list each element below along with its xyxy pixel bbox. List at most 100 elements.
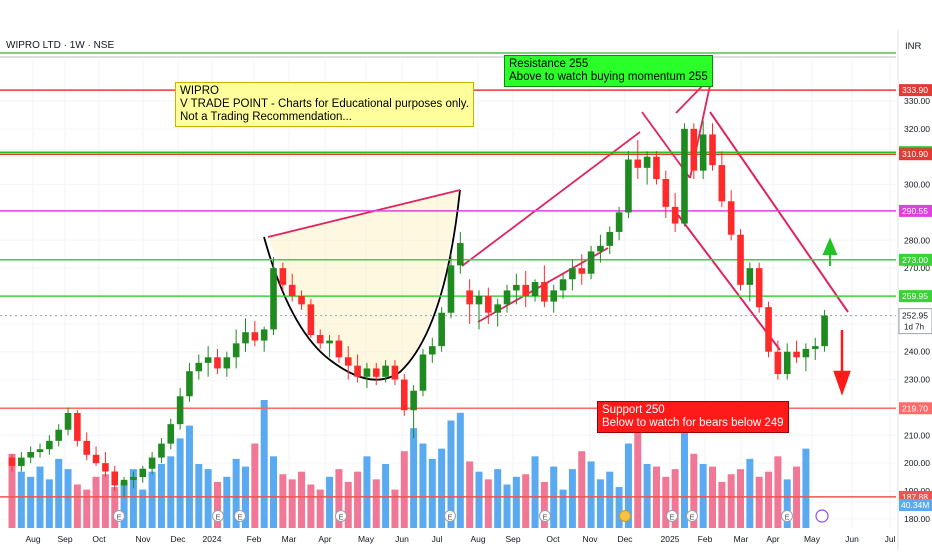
candle-body bbox=[363, 368, 371, 377]
volume-bar bbox=[148, 471, 156, 528]
candle-body bbox=[625, 159, 632, 213]
volume-bar bbox=[73, 484, 81, 528]
candle-body bbox=[522, 284, 529, 296]
volume-bar bbox=[223, 476, 231, 528]
candle-body bbox=[102, 463, 109, 472]
candle-body bbox=[8, 457, 16, 466]
candle-body bbox=[765, 307, 772, 352]
up-arrow-icon bbox=[822, 237, 838, 266]
candle-body bbox=[653, 156, 660, 179]
x-tick-label: Apr bbox=[766, 534, 779, 544]
x-tick-label: Mar bbox=[734, 534, 749, 544]
candle-body bbox=[774, 351, 782, 374]
dividend-marker-icon bbox=[619, 510, 631, 522]
candle-body bbox=[111, 471, 119, 486]
volume-bar bbox=[204, 469, 212, 528]
candle-body bbox=[120, 479, 128, 486]
x-tick-label: Jun bbox=[845, 534, 859, 544]
falling-channel-lower bbox=[677, 214, 781, 351]
volume-bar bbox=[615, 487, 623, 528]
volume-bar bbox=[27, 476, 35, 528]
candle-body bbox=[662, 179, 670, 207]
volume-bar bbox=[624, 443, 632, 528]
earnings-marker-icon bbox=[666, 510, 678, 522]
candle-body bbox=[709, 134, 716, 166]
chart-header: WIPRO LTD · 1W · NSE bbox=[6, 40, 115, 51]
candle-body bbox=[176, 396, 184, 425]
volume-bar bbox=[783, 479, 791, 528]
earnings-marker-letter: E bbox=[215, 513, 220, 522]
candle-body bbox=[130, 477, 137, 480]
volume-bar bbox=[92, 476, 100, 528]
candle-body bbox=[569, 268, 576, 280]
volume-bar bbox=[503, 484, 511, 528]
volume-bar bbox=[484, 479, 492, 528]
candle-body bbox=[746, 268, 754, 285]
volume-bar bbox=[17, 471, 25, 528]
candle-body bbox=[74, 413, 81, 441]
volume-bar bbox=[755, 476, 763, 528]
earnings-marker-letter: E bbox=[338, 513, 343, 522]
volume-bar bbox=[45, 479, 53, 528]
y-tick-label: 280.00 bbox=[904, 235, 930, 245]
earnings-marker-icon bbox=[539, 510, 551, 522]
volume-bar bbox=[288, 479, 296, 528]
level-price-label: 259.95 bbox=[902, 291, 928, 301]
volume-bar bbox=[596, 479, 604, 528]
earnings-marker-icon bbox=[686, 510, 698, 522]
volume-bar bbox=[139, 489, 147, 528]
candle-body bbox=[681, 128, 688, 224]
volume-bar bbox=[428, 458, 436, 528]
candle-body bbox=[260, 329, 268, 341]
x-tick-label: Mar bbox=[282, 534, 297, 544]
volume-bar bbox=[363, 456, 371, 528]
x-tick-label: May bbox=[358, 534, 375, 544]
level-price-badge bbox=[899, 290, 932, 303]
upcoming-event-icon bbox=[815, 509, 829, 523]
support-line: Below to watch for bears below 249 bbox=[602, 417, 784, 429]
candle-body bbox=[634, 159, 642, 168]
resistance-note: Resistance 255 Above to watch buying mom… bbox=[504, 55, 713, 87]
volume-bar bbox=[568, 469, 576, 528]
volume-bar bbox=[559, 489, 567, 528]
candle-body bbox=[391, 365, 399, 380]
level-price-label: 310.90 bbox=[902, 149, 928, 159]
earnings-marker-letter: E bbox=[669, 513, 674, 522]
candle-body bbox=[447, 265, 455, 313]
candle-body bbox=[802, 348, 810, 358]
earnings-marker-icon bbox=[113, 510, 125, 522]
x-tick-label: Jun bbox=[395, 534, 409, 544]
y-tick-label: 330.00 bbox=[904, 96, 930, 106]
candle-body bbox=[597, 245, 604, 252]
earnings-marker-letter: E bbox=[689, 513, 694, 522]
earnings-marker-letter: E bbox=[237, 513, 242, 522]
candle-body bbox=[671, 206, 679, 224]
falling-channel-upper bbox=[709, 111, 849, 313]
y-tick-label: 210.00 bbox=[904, 430, 930, 440]
candle-body bbox=[783, 351, 791, 374]
volume-bar bbox=[195, 464, 203, 528]
volume-badge bbox=[899, 499, 932, 511]
earnings-marker-icon bbox=[234, 510, 246, 522]
volume-bar bbox=[157, 464, 165, 528]
level-price-label: 187.88 bbox=[902, 492, 928, 502]
candle-body bbox=[354, 365, 361, 377]
candle-body bbox=[335, 340, 343, 358]
note-line: WIPRO bbox=[180, 85, 219, 97]
volume-bar bbox=[307, 484, 315, 528]
volume-bar bbox=[438, 448, 446, 528]
volume-bar bbox=[83, 489, 91, 528]
currency-label: INR bbox=[905, 41, 922, 52]
candle-body bbox=[242, 332, 249, 344]
earnings-marker-icon bbox=[212, 510, 224, 522]
x-tick-label: Oct bbox=[546, 534, 560, 544]
candle-body bbox=[288, 284, 296, 296]
volume-bar bbox=[699, 464, 707, 528]
candle-body bbox=[419, 354, 427, 391]
volume-bar bbox=[185, 425, 193, 528]
level-price-badge bbox=[899, 148, 932, 161]
x-tick-label: Dec bbox=[617, 534, 633, 544]
x-tick-label: Aug bbox=[25, 534, 40, 544]
x-tick-label: Dec bbox=[170, 534, 186, 544]
x-tick-label: Nov bbox=[135, 534, 151, 544]
